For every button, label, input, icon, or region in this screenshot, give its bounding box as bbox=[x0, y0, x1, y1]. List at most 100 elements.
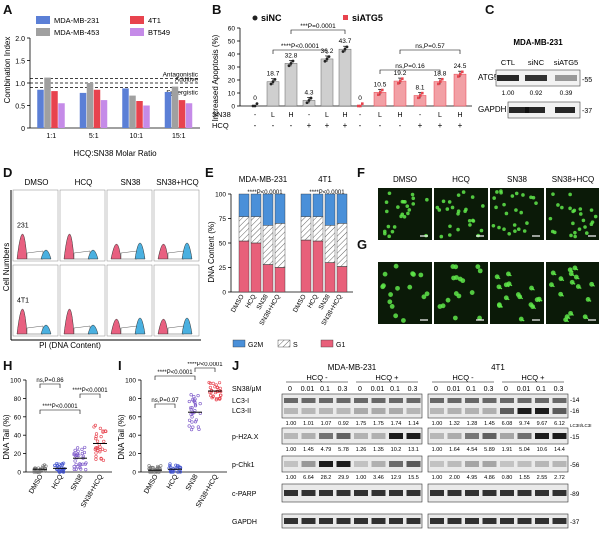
blot-title: MDA-MB-231 bbox=[513, 38, 563, 47]
y-axis-label: Cell Numbers bbox=[2, 243, 11, 291]
stat-label: ***P=0.0001 bbox=[300, 23, 336, 30]
bar bbox=[185, 103, 193, 128]
cell-dot bbox=[589, 208, 594, 212]
sn38-mark: L bbox=[378, 112, 382, 119]
data-point bbox=[94, 436, 98, 441]
value-label: 0 bbox=[253, 95, 257, 102]
data-point bbox=[81, 454, 85, 458]
bar bbox=[93, 89, 101, 128]
blot-band bbox=[482, 408, 497, 414]
legend-label: S bbox=[293, 342, 298, 349]
blot-band bbox=[284, 408, 298, 414]
stat-bracket bbox=[39, 383, 61, 388]
data-point bbox=[93, 447, 97, 451]
blot-frame bbox=[281, 513, 423, 529]
column-label: SN38 bbox=[120, 178, 141, 187]
value-label: 4.3 bbox=[304, 89, 313, 96]
blot-band bbox=[535, 518, 549, 524]
bar-g2m bbox=[274, 193, 286, 224]
quant-value: 1.75 bbox=[356, 421, 367, 427]
blot-band bbox=[406, 490, 421, 496]
blot-frame bbox=[427, 483, 569, 503]
blot-band bbox=[447, 518, 462, 524]
sn38-mark: L bbox=[438, 112, 442, 119]
data-point bbox=[99, 435, 103, 439]
quant-value: 0.92 bbox=[338, 421, 349, 427]
s-phase bbox=[73, 250, 91, 260]
data-point bbox=[159, 464, 163, 468]
data-point bbox=[73, 448, 77, 452]
y-tick-label: 20 bbox=[129, 451, 137, 458]
y-tick-label: 25 bbox=[219, 265, 227, 272]
cell-dot bbox=[445, 207, 450, 211]
cell-dot bbox=[456, 227, 460, 232]
blot-band bbox=[482, 490, 497, 496]
quant-value: 6.08 bbox=[502, 421, 513, 427]
bar bbox=[143, 105, 150, 128]
lane-label: siATG5 bbox=[554, 58, 578, 67]
cell-dot bbox=[411, 196, 416, 201]
data-point bbox=[83, 445, 87, 450]
blot-frame bbox=[427, 455, 569, 473]
quant-value: 14.4 bbox=[554, 447, 565, 453]
data-point bbox=[176, 470, 180, 474]
quant-value: 1.45 bbox=[303, 447, 314, 453]
data-point bbox=[190, 398, 195, 402]
cell-dot bbox=[571, 209, 575, 214]
x-tick-label: DMSO bbox=[230, 294, 246, 314]
x-tick-label: DMSO bbox=[143, 473, 160, 495]
comet-tail bbox=[508, 283, 513, 287]
data-point bbox=[192, 394, 196, 399]
legend-label: G2M bbox=[248, 342, 263, 349]
blot-band bbox=[430, 408, 444, 414]
cell-dot bbox=[439, 234, 444, 239]
cell-dot bbox=[578, 207, 583, 211]
blot-band bbox=[336, 461, 351, 467]
blot-frame bbox=[427, 513, 569, 529]
g2-peak bbox=[87, 324, 99, 335]
data-point bbox=[34, 470, 38, 474]
panel-letter-a: A bbox=[3, 2, 13, 17]
blot-band bbox=[447, 398, 462, 403]
cell-dot bbox=[525, 221, 529, 225]
data-point bbox=[210, 396, 214, 400]
cell-dot bbox=[437, 208, 442, 212]
blot-band bbox=[336, 433, 351, 439]
data-point bbox=[98, 445, 102, 449]
y-tick-label: 1.0 bbox=[15, 81, 25, 88]
mw-label: -56 bbox=[570, 462, 580, 469]
group-title: 4T1 bbox=[318, 175, 332, 184]
cell-dot bbox=[589, 222, 594, 227]
data-point bbox=[191, 425, 195, 429]
blot-band bbox=[509, 107, 529, 113]
data-point bbox=[74, 462, 78, 467]
panel-letter-e: E bbox=[205, 165, 214, 180]
blot-band bbox=[465, 461, 479, 467]
bar bbox=[37, 89, 44, 128]
data-point bbox=[151, 466, 155, 470]
data-point bbox=[149, 470, 154, 474]
blot-band bbox=[284, 461, 298, 467]
blot-frame bbox=[281, 455, 423, 473]
blot-band bbox=[284, 490, 298, 496]
quant-value: 1.00 bbox=[502, 90, 515, 97]
data-point bbox=[325, 57, 329, 61]
data-point bbox=[103, 429, 108, 433]
bar-g2m bbox=[250, 193, 262, 217]
cell-dot bbox=[551, 192, 555, 196]
cell-dot bbox=[556, 203, 560, 207]
quant-value: 1.45 bbox=[484, 421, 495, 427]
stat-bracket bbox=[79, 393, 101, 398]
cell-dot bbox=[514, 191, 519, 196]
y-tick-label: 80 bbox=[129, 396, 137, 403]
data-point bbox=[198, 401, 202, 406]
cell-dot bbox=[460, 278, 466, 284]
cell-dot bbox=[492, 196, 496, 200]
y-axis-label: Combination Index bbox=[3, 37, 12, 104]
row-label-hcq: HCQ bbox=[212, 121, 229, 130]
data-point bbox=[154, 470, 159, 474]
cell-dot bbox=[481, 204, 485, 208]
cell-dot bbox=[573, 234, 577, 239]
blot-band bbox=[517, 433, 532, 439]
data-point bbox=[357, 104, 360, 108]
